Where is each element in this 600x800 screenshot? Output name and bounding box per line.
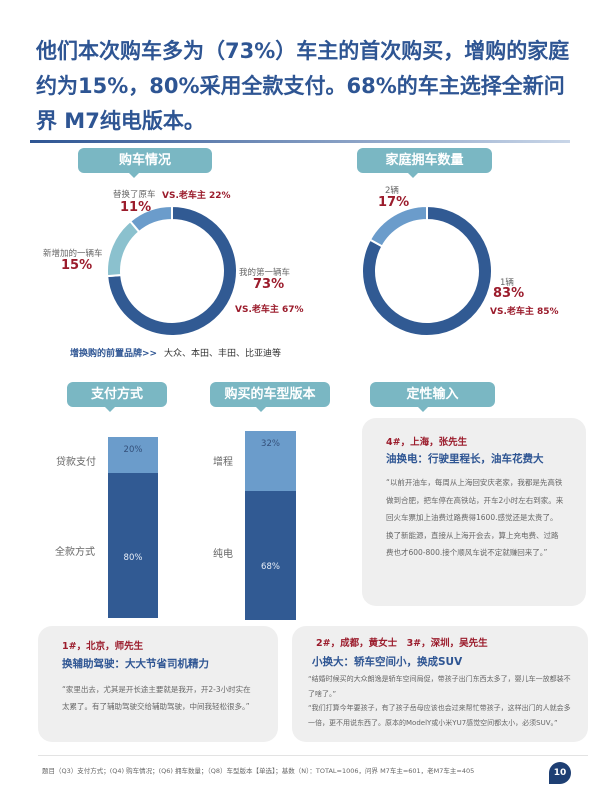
bar-category-label: 纯电 (213, 549, 233, 560)
quote-headline: 换辅助驾驶：大大节省司机精力 (62, 658, 209, 670)
stacked-bar-version: 68% 32% (245, 431, 296, 620)
bar-category-label: 增程 (213, 457, 233, 468)
quote-headline: 油换电：行驶里程长，油车花费大 (386, 453, 544, 465)
slice-label: 替换了原车 (113, 190, 156, 200)
brand-note-value: 大众、本田、丰田、比亚迪等 (163, 349, 281, 359)
compare-label: VS.老车主 67% (235, 305, 304, 315)
page-title: 他们本次购车多为（73%）车主的首次购买，增购的家庭约为15%，80%采用全款支… (36, 39, 570, 133)
section-pill-purchase: 购车情况 (78, 148, 212, 178)
donut-slice (128, 204, 173, 234)
quote-text-2: “我们打算今年要孩子，有了孩子岳母应该也会过来帮忙带孩子，这样出门的人就会多一倍… (308, 704, 571, 727)
section-pill-version: 购买的车型版本 (210, 382, 330, 412)
donut-slice (361, 204, 493, 337)
slice-value: 15% (61, 258, 93, 273)
bar-segment: 68% (245, 491, 296, 620)
bar-value-label: 32% (261, 439, 280, 449)
quote-headline: 小换大：轿车空间小，换成SUV (312, 656, 463, 668)
section-pill-qualitative: 定性输入 (370, 382, 495, 412)
slice-label: 新增加的一辆车 (43, 249, 103, 259)
quote-text: “结婚时候买的大众朗逸是轿车空间局促，带孩子出门东西太多了，婴儿车一放都装不了啥… (308, 672, 572, 730)
footer-divider (38, 755, 588, 756)
bar-value-label: 20% (123, 445, 143, 455)
quote-text-1: “结婚时候买的大众朗逸是轿车空间局促，带孩子出门东西太多了，婴儿车一放都装不了啥… (308, 675, 571, 698)
slice-label: 1辆 (500, 278, 514, 288)
quote-card-2-3: 2#，成都，黄女士 3#，深圳，吴先生 小换大：轿车空间小，换成SUV “结婚时… (292, 626, 588, 742)
slice-label: 我的第一辆车 (239, 268, 291, 278)
quote-who: 2#，成都，黄女士 3#，深圳，吴先生 (316, 638, 488, 649)
page-number: 10 (549, 762, 571, 784)
slice-label: 2辆 (385, 186, 399, 196)
slice-value: 73% (253, 277, 285, 292)
bar-value-label: 80% (123, 552, 143, 563)
donut-slice (106, 204, 238, 337)
quote-text: “家里出去，尤其是开长途主要就是我开，开2-3小时实在太累了。有了辅助驾驶交给辅… (62, 685, 251, 711)
section-pill-payment: 支付方式 (67, 382, 167, 412)
slice-value: 83% (493, 286, 525, 301)
section-pill-household: 家庭拥车数量 (357, 148, 492, 178)
stacked-bar-payment: 80% 20% (108, 437, 158, 618)
compare-label: VS.老车主 85% (490, 307, 559, 317)
slice-value: 17% (378, 195, 410, 210)
footer-note: 题目（Q3）支付方式；(Q4) 购车情况；(Q6) 拥车数量；（Q8）车型版本【… (42, 767, 475, 775)
bar-segment: 20% (108, 437, 158, 474)
brand-note: 增换购的前置品牌>> 大众、本田、丰田、比亚迪等 (70, 346, 281, 359)
quote-text: “以前开油车，每周从上海回安庆老家，我都是先高铁做到合肥，把车停在高铁站，开车2… (386, 478, 564, 557)
quote-who: 1#，北京，师先生 (62, 641, 144, 652)
bar-segment: 80% (108, 473, 158, 618)
compare-label: VS.老车主 22% (162, 191, 231, 201)
quote-who: 4#，上海，张先生 (386, 437, 468, 448)
bar-value-label: 68% (261, 562, 280, 573)
donut-slice (106, 219, 141, 278)
donut-slice (368, 204, 428, 248)
bar-category-label: 全款方式 (55, 547, 95, 558)
quote-card-1: 1#，北京，师先生 换辅助驾驶：大大节省司机精力 “家里出去，尤其是开长途主要就… (38, 626, 278, 742)
brand-note-label: 增换购的前置品牌>> (70, 349, 158, 359)
quote-card-4: 4#，上海，张先生 油换电：行驶里程长，油车花费大 “以前开油车，每周从上海回安… (362, 418, 586, 606)
slice-value: 11% (120, 200, 152, 215)
bar-segment: 32% (245, 431, 296, 492)
bar-category-label: 贷款支付 (56, 457, 96, 468)
divider (30, 140, 570, 143)
